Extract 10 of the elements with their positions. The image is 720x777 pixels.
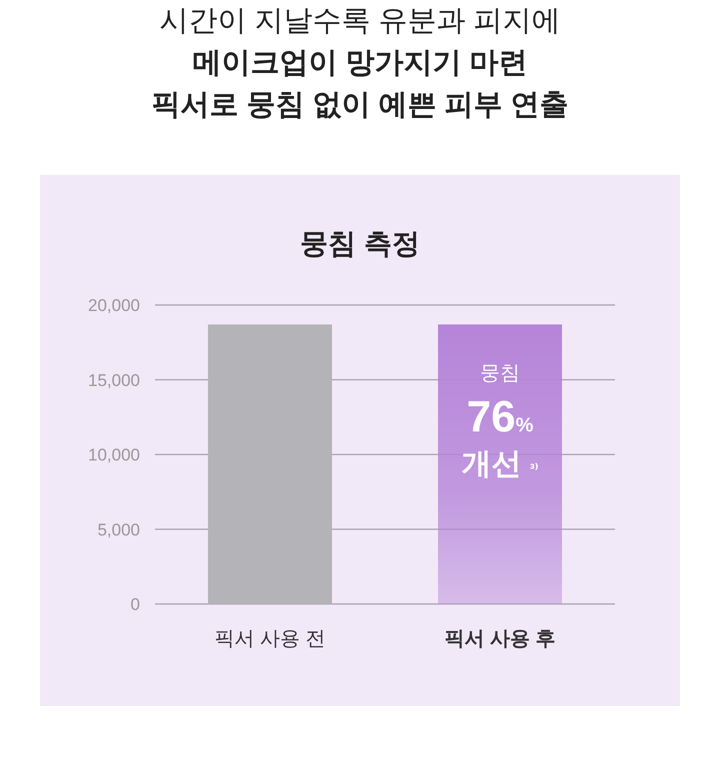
x-tick-label: 픽서 사용 전: [214, 628, 326, 650]
chart-subtitle: 시간이 지날수록 유분과 피지에 메이크업이 망가지기 마련 픽서로 뭉침 없이 예쁜 피부 연출: [151, 5, 569, 121]
y-tick-label: 5,000: [97, 520, 140, 540]
x-tick-label: 픽서 사용 후: [444, 628, 556, 650]
y-tick-label: 0: [130, 595, 140, 614]
y-tick-label: 20,000: [88, 296, 140, 315]
y-tick-label: 10,000: [88, 446, 140, 464]
y-tick-label: 15,000: [88, 370, 140, 390]
annotation: 뭉침 76% 개선 ³⁾: [461, 362, 539, 480]
chart-title: 뭉침 측정: [300, 228, 420, 259]
